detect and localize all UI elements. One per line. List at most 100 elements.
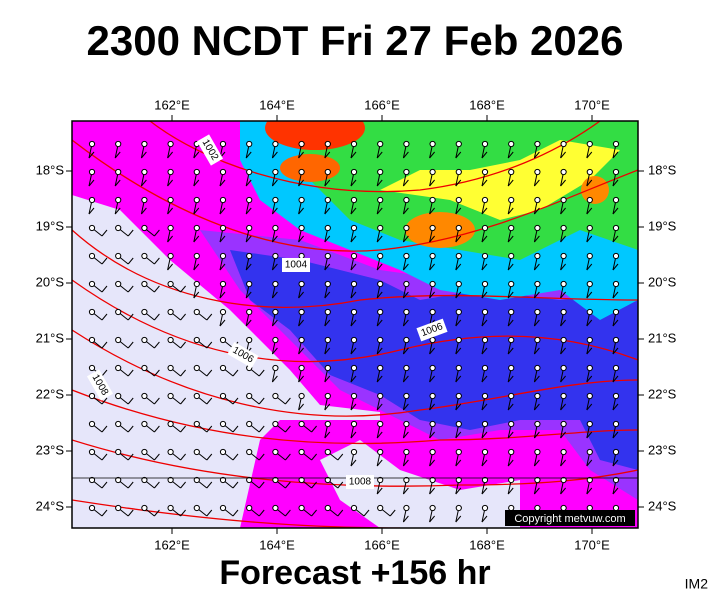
barb-flag [154,257,160,265]
barb-flag [429,431,435,439]
barb-station [481,448,489,456]
barb-station [88,448,96,456]
barb-flag [350,459,357,467]
barb-station [115,168,122,176]
barb-station [403,336,410,344]
barb-flag [88,207,95,215]
barb-flag [127,285,134,293]
barb-flag [324,207,331,215]
isobar-label-box [196,134,224,166]
isobar-label-text: 1004 [285,260,308,271]
barb-station [298,308,305,316]
x-tick-label: 170°E [574,97,610,112]
barb-flag [429,459,435,467]
barb-flag [429,487,435,495]
barb-flag [272,235,278,243]
barb-flag [534,263,540,271]
barb-flag [429,151,435,159]
barb-flag [403,431,409,439]
map-area [72,121,638,528]
barb-flag [612,319,619,327]
barb-flag [232,481,239,489]
barb-station [377,504,384,512]
barb-station [508,252,515,260]
barb-flag [612,347,619,355]
barb-flag [154,229,160,237]
barb-station [115,224,122,232]
barb-flag [481,319,488,327]
barb-station [455,336,462,344]
barb-flag [127,425,134,433]
barb-station [612,392,620,400]
barb-flag [612,263,619,271]
barb-flag [350,347,357,355]
barb-station [403,224,410,232]
barb-flag [376,235,383,243]
barb-station [429,476,436,484]
barb-flag [403,459,409,467]
barb-station [560,168,567,176]
barb-flag [534,151,540,159]
barb-station [612,448,620,456]
isobar-label-text: 1008 [349,477,372,488]
barb-station [350,224,358,232]
copyright: Copyright metvuw.com [514,513,625,525]
barb-station [403,280,410,288]
barb-flag [154,341,160,349]
barb-station [246,224,253,232]
barb-flag [114,207,121,215]
barb-flag [534,431,540,439]
barb-station [377,364,384,372]
barb-station [429,420,436,428]
barb-flag [376,179,383,187]
barb-station [429,448,436,456]
barb-flag [180,481,186,489]
barb-station [272,504,279,512]
barb-flag [298,179,304,187]
barb-flag [481,235,488,243]
barb-station [481,224,489,232]
barb-station [455,280,462,288]
barb-station [560,420,567,428]
barb-flag [311,509,317,517]
barb-flag [232,453,239,461]
barb-flag [455,319,462,327]
y-tick-label: 18°S [648,162,677,177]
barb-flag [350,375,357,383]
barb-station [272,252,279,260]
barb-flag [206,425,213,433]
barb-flag [180,425,186,433]
barb-station [586,420,593,428]
barb-flag [101,425,108,433]
barb-flag [350,431,357,439]
barb-station [219,336,227,344]
barb-station [115,476,122,484]
barb-station [534,504,541,512]
barb-station [193,168,200,176]
barb-flag [350,235,357,243]
barb-station [246,308,253,316]
barb-station [141,364,148,372]
barb-station [560,280,567,288]
barb-station [167,140,174,148]
barb-station [612,308,620,316]
region [581,176,609,204]
barb-station [481,504,489,512]
barb-station [377,392,384,400]
barb-flag [586,403,593,411]
barb-flag [154,369,160,377]
barb-flag [586,319,593,327]
barb-station [115,308,122,316]
barb-station [481,280,489,288]
barb-station [167,224,174,232]
barb-station [272,280,279,288]
barb-station [586,336,593,344]
x-tick-label: 162°E [154,97,190,112]
barb-flag [258,481,265,489]
barb-station [534,280,541,288]
barb-station [403,168,410,176]
barb-station [455,252,462,260]
barb-station [350,140,358,148]
isobar-label: 1004 [282,258,310,272]
barb-station [508,392,515,400]
